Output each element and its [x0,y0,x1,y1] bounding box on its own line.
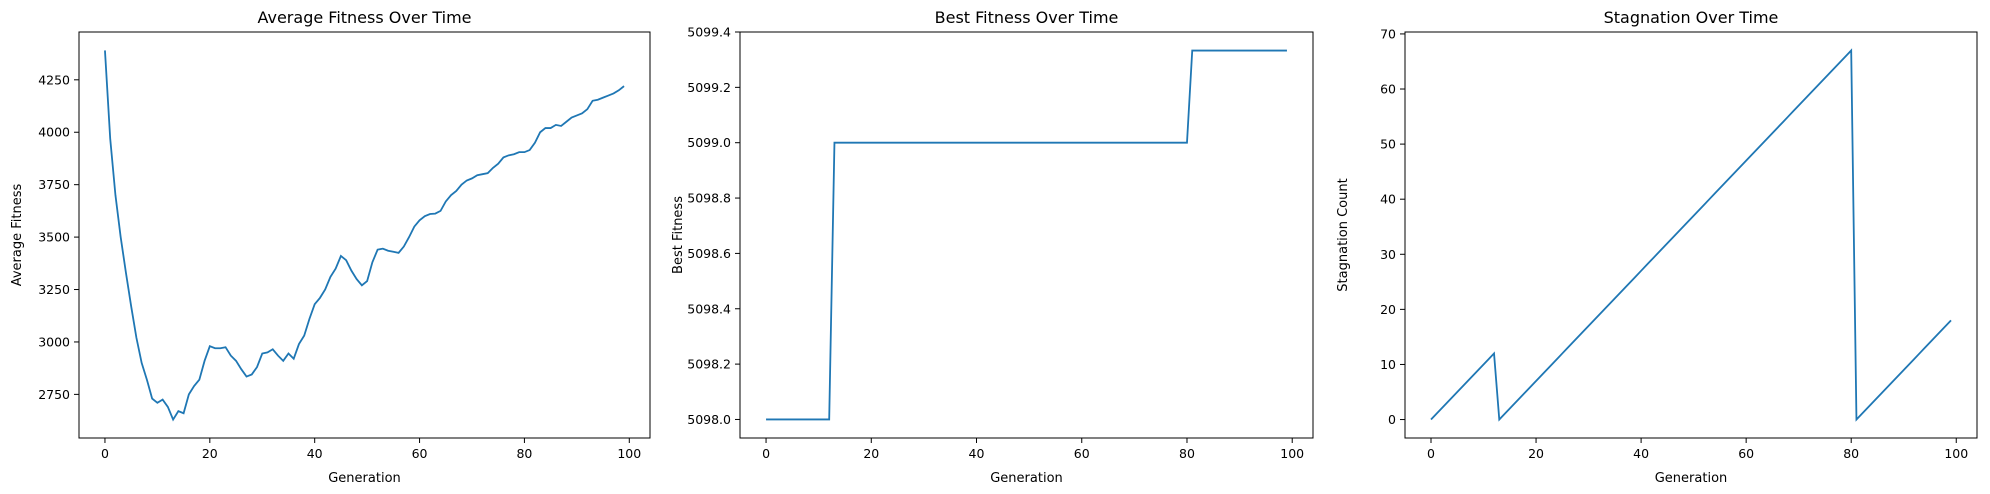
data-line [766,49,1287,421]
y-tick-label: 5098.6 [687,246,731,261]
y-tick-label: 5098.8 [687,191,731,206]
y-tick-label: 40 [1380,192,1396,207]
x-tick-label: 40 [1633,446,1649,461]
y-axis-label: Best Fitness [671,196,686,274]
y-tick-label: 4000 [38,125,70,140]
data-line [104,50,625,422]
y-tick-label: 5098.2 [687,357,731,372]
y-tick-label: 30 [1380,247,1396,262]
chart-panel: Best Fitness Over Time Generation Best Fit… [671,8,1314,486]
y-tick-label: 60 [1380,82,1396,97]
x-tick-label: 80 [1179,446,1195,461]
x-tick-label: 80 [1843,446,1859,461]
y-tick-label: 70 [1380,26,1396,41]
y-tick-label: 2750 [38,387,70,402]
x-tick-label: 40 [307,446,323,461]
y-tick-label: 50 [1380,137,1396,152]
x-tick-label: 100 [1280,446,1304,461]
axes-frame [1404,31,1978,439]
y-tick-label: 5099.4 [687,25,731,40]
axes-frame [739,31,1314,439]
y-tick-label: 3000 [38,334,70,349]
x-tick-label: 0 [1427,446,1435,461]
y-axis-label: Average Fitness [10,184,25,287]
chart-panel: Average Fitness Over Time Generation Avera… [10,8,651,486]
x-tick-label: 80 [516,446,532,461]
y-tick-label: 5098.0 [687,412,731,427]
y-tick-label: 5099.2 [687,80,731,95]
x-tick-label: 60 [1074,446,1090,461]
x-tick-label: 20 [202,446,218,461]
x-axis-label: Generation [328,471,401,486]
chart-title: Stagnation Over Time [1604,8,1779,27]
y-tick-label: 0 [1388,412,1396,427]
y-tick-label: 3750 [38,177,70,192]
x-tick-label: 60 [1738,446,1754,461]
y-tick-label: 3500 [38,230,70,245]
y-tick-label: 20 [1380,302,1396,317]
chart-title: Average Fitness Over Time [257,8,471,27]
y-tick-label: 3250 [38,282,70,297]
y-axis-label: Stagnation Count [1336,178,1351,291]
x-tick-label: 100 [617,446,641,461]
y-tick-label: 10 [1380,357,1396,372]
x-tick-label: 60 [412,446,428,461]
axes-frame [78,31,651,439]
x-tick-label: 100 [1944,446,1968,461]
x-tick-label: 20 [863,446,879,461]
x-tick-label: 40 [969,446,985,461]
data-line [1430,48,1952,422]
x-tick-label: 20 [1528,446,1544,461]
chart-panel: Stagnation Over Time Generation Stagnation… [1336,8,1978,486]
x-tick-label: 0 [101,446,109,461]
x-axis-label: Generation [990,471,1063,486]
x-axis-label: Generation [1655,471,1728,486]
chart-title: Best Fitness Over Time [935,8,1119,27]
y-tick-label: 5099.0 [687,135,731,150]
x-tick-label: 0 [762,446,770,461]
y-tick-label: 5098.4 [687,301,731,316]
y-tick-label: 4250 [38,72,70,87]
